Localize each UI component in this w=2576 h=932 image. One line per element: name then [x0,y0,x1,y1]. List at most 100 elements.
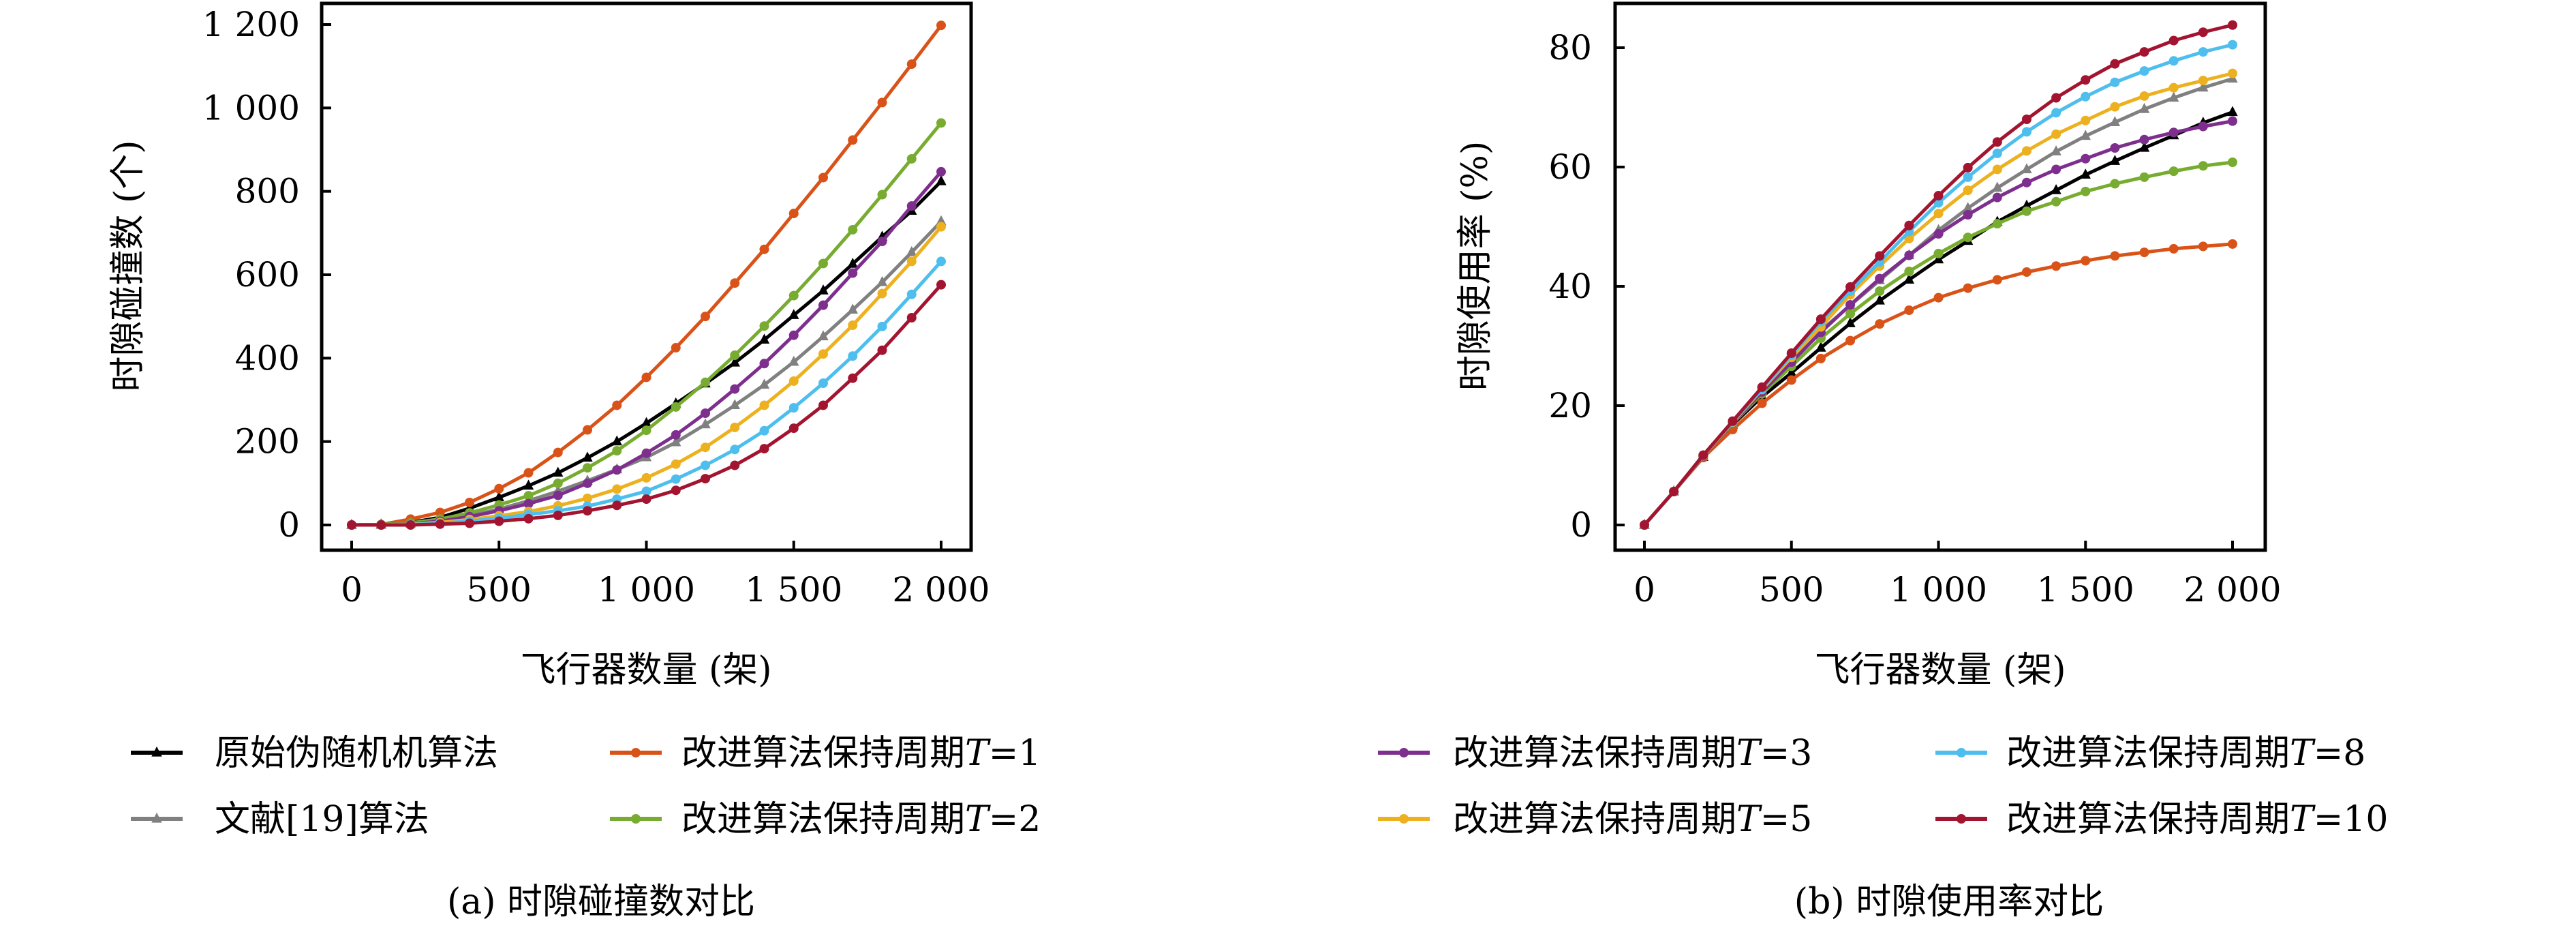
series-line [1640,40,2237,530]
data-point [936,280,946,290]
data-point [2021,127,2031,137]
data-point [730,384,740,394]
data-point [906,201,917,211]
data-point [730,278,740,288]
legend-label: 改进算法保持周期T=3 [1453,733,1812,774]
data-point [788,209,799,219]
data-point-triangle [788,355,799,366]
data-point-triangle [2227,106,2238,117]
y-tick-label: 400 [235,338,300,378]
data-point [877,345,887,355]
legend-label: 改进算法保持周期T=8 [2006,733,2365,774]
series-line [347,280,946,530]
data-point [936,166,946,177]
data-point [1875,319,1885,329]
data-point [376,520,386,530]
data-point [2081,75,2091,85]
legend-item: 原始伪随机机算法 [131,733,498,774]
data-point [730,460,740,470]
data-point [405,520,416,530]
data-point [936,222,946,232]
data-point [877,321,887,331]
series-path [352,260,942,527]
plot-frame [1613,1,2267,552]
data-point [730,422,740,432]
data-point [1698,450,1708,460]
data-point [612,484,622,494]
data-point [2110,102,2120,112]
data-point [435,519,445,529]
data-point [2021,206,2031,216]
data-point [465,518,474,528]
series-path [352,170,942,527]
data-point [818,349,828,359]
data-point-triangle [2198,81,2209,92]
data-point [1992,275,2002,285]
data-point-triangle [2109,116,2121,126]
data-point-triangle [729,399,740,410]
data-point [2198,241,2208,252]
data-point [848,135,858,145]
data-point [671,459,681,469]
legend-label: 文献[19]算法 [215,799,429,840]
data-point-triangle [2138,141,2150,152]
data-point [553,478,563,488]
data-point [936,256,946,267]
data-point [2168,56,2179,66]
data-point [2021,267,2031,277]
data-point-triangle [847,257,858,268]
chart-b: 0 500 1 000 1 500 2 000 0 20 40 60 80 飞行器数量 (架) 时隙使… [1378,1,2388,922]
data-point [1845,309,1856,319]
data-point-triangle [1845,317,1856,327]
data-point [641,494,651,505]
data-point-triangle [788,309,799,319]
data-point [759,425,769,436]
data-point-triangle [1874,294,1885,305]
data-point [671,485,681,496]
data-point-triangle [1962,202,1974,212]
data-point [818,378,828,389]
series-line [1640,20,2237,530]
data-point [641,372,651,382]
data-point-triangle [906,245,917,256]
data-point [2051,196,2061,207]
data-point [2198,76,2208,86]
data-point [1815,314,1826,325]
data-point [818,258,828,269]
data-point [583,506,592,516]
data-point-triangle [2109,155,2121,165]
y-axis-label: 时隙使用率 (%) [1455,141,1496,391]
data-point-triangle [936,175,947,185]
data-point-triangle [876,275,888,286]
data-point [2081,115,2091,125]
data-point-triangle [936,215,947,226]
data-point [2051,93,2061,103]
data-point-triangle [2168,91,2179,102]
data-point [523,498,534,509]
data-point [671,430,681,440]
data-point [877,190,887,200]
data-point [641,448,651,458]
data-point [906,313,917,323]
data-point [906,289,917,299]
data-point [1399,748,1409,757]
data-point-triangle [151,812,162,823]
data-point [641,472,651,483]
data-point-triangle [641,417,652,427]
data-point-triangle [611,435,622,446]
data-point-triangle [523,479,534,490]
data-point [583,478,592,488]
data-point [1815,353,1826,363]
data-point-triangle [151,746,162,757]
data-point [2168,243,2179,254]
data-point [631,748,641,757]
data-point-triangle [671,436,681,447]
legend-item: 文献[19]算法 [131,799,429,840]
data-point [2198,161,2208,171]
data-point [641,425,651,436]
legend-item: 改进算法保持周期T=5 [1378,799,1812,840]
data-point-triangle [729,356,740,367]
data-point [2228,40,2237,50]
data-point [347,520,356,530]
data-point [1845,335,1856,346]
